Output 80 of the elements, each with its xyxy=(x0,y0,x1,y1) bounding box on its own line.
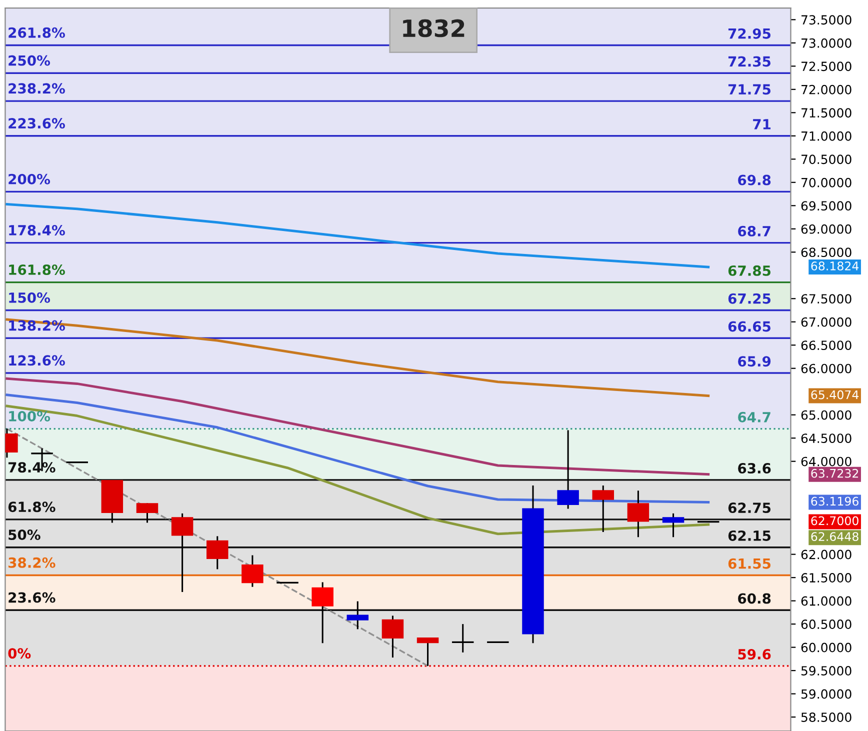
candlestick xyxy=(627,490,650,538)
candlestick xyxy=(242,554,264,588)
y-tick-label: 67.5000 xyxy=(801,294,852,304)
candlestick xyxy=(382,614,404,658)
ref-line-label: 71.75 xyxy=(728,84,770,95)
candlestick xyxy=(557,429,579,510)
annotation: 238.2% xyxy=(8,83,65,94)
ref-line-label: 61.55 xyxy=(728,558,770,569)
y-tick-label: 60.5000 xyxy=(801,620,852,629)
y-tick-label: 65.0000 xyxy=(801,410,852,420)
ref-line-label: 69.8 xyxy=(738,174,771,186)
ref-line-label: 71 xyxy=(753,119,771,130)
candlestick xyxy=(662,512,684,538)
ref-line-label: 60.8 xyxy=(738,593,771,604)
y-tick-label: 68.5000 xyxy=(801,248,852,258)
line-series xyxy=(6,318,710,398)
annotation: 150% xyxy=(9,292,50,303)
annotation: 161.8% xyxy=(9,264,65,276)
annotation: 100% xyxy=(9,410,50,422)
annotation: 123.6% xyxy=(9,355,65,366)
text: 63.7232 xyxy=(811,468,858,478)
ref-line-label: 59.6 xyxy=(738,649,771,660)
y-tick-label: 59.5000 xyxy=(801,666,852,676)
y-tick-label: 73.5000 xyxy=(801,15,852,25)
annotation: 223.6% xyxy=(8,118,65,129)
ref-line-label: 67.85 xyxy=(728,265,770,276)
y-tick-label: 72.5000 xyxy=(801,62,852,72)
ref-line-label: 72.95 xyxy=(728,28,770,39)
text: 63.1196 xyxy=(811,496,858,506)
annotation: 0% xyxy=(8,648,31,659)
annotation: 250% xyxy=(8,55,50,66)
y-tick-label: 69.5000 xyxy=(801,201,852,211)
candlestick xyxy=(592,484,614,533)
annotation: 23.6% xyxy=(8,592,56,603)
text: 62.6448 xyxy=(811,532,858,542)
candlestick xyxy=(312,581,334,644)
y-tick-label: 73.0000 xyxy=(801,38,852,48)
y-tick-label: 67.0000 xyxy=(801,317,852,327)
y-tick-label: 64.0000 xyxy=(801,456,852,466)
candlestick xyxy=(136,502,158,524)
y-tick-label: 70.0000 xyxy=(801,178,852,188)
ref-line-label: 72.35 xyxy=(728,56,770,67)
y-tick-label: 60.0000 xyxy=(801,642,852,652)
y-tick-label: 62.0000 xyxy=(801,550,852,560)
candlestick xyxy=(346,600,369,630)
ref-line-label: 68.7 xyxy=(738,226,770,236)
ref-line-label: 67.25 xyxy=(728,293,770,304)
ref-line-label: 63.6 xyxy=(738,463,771,474)
y-tick-label: 72.0000 xyxy=(801,84,852,94)
ref-line-label: 62.15 xyxy=(728,530,770,541)
y-tick-label: 70.5000 xyxy=(801,154,852,164)
y-tick-label: 64.5000 xyxy=(801,434,852,444)
ref-line-label: 64.7 xyxy=(738,412,770,422)
chart-title: 1832 xyxy=(403,19,464,38)
text: 65.4074 xyxy=(811,390,859,400)
text: 68.1824 xyxy=(811,262,859,270)
y-tick-label: 71.0000 xyxy=(801,131,852,141)
annotation: 138.2% xyxy=(9,320,65,331)
ref-line-label: 66.65 xyxy=(728,321,770,332)
annotation: 61.8% xyxy=(8,502,56,512)
y-tick-label: 61.0000 xyxy=(801,596,852,606)
y-tick-label: 58.5000 xyxy=(801,712,852,722)
annotation: 38.2% xyxy=(8,557,56,568)
annotation: 178.4% xyxy=(9,224,65,236)
annotation: 261.8% xyxy=(8,27,65,38)
y-tick-label: 59.0000 xyxy=(801,689,852,699)
ref-line-label: 62.75 xyxy=(728,502,770,514)
ref-line-label: 65.9 xyxy=(738,356,771,367)
candlestick xyxy=(451,623,475,654)
annotation: 50% xyxy=(8,530,40,540)
annotation: 200% xyxy=(8,174,50,184)
line-series xyxy=(6,377,710,476)
y-tick-label: 69.0000 xyxy=(801,224,852,234)
text: 62.7000 xyxy=(811,516,858,526)
candlestick xyxy=(206,535,228,570)
y-tick-label: 71.5000 xyxy=(801,108,852,118)
y-tick-label: 66.5000 xyxy=(801,340,852,350)
y-tick-label: 61.5000 xyxy=(801,573,852,582)
candlestick xyxy=(171,512,194,593)
y-tick-label: 66.0000 xyxy=(801,364,852,374)
